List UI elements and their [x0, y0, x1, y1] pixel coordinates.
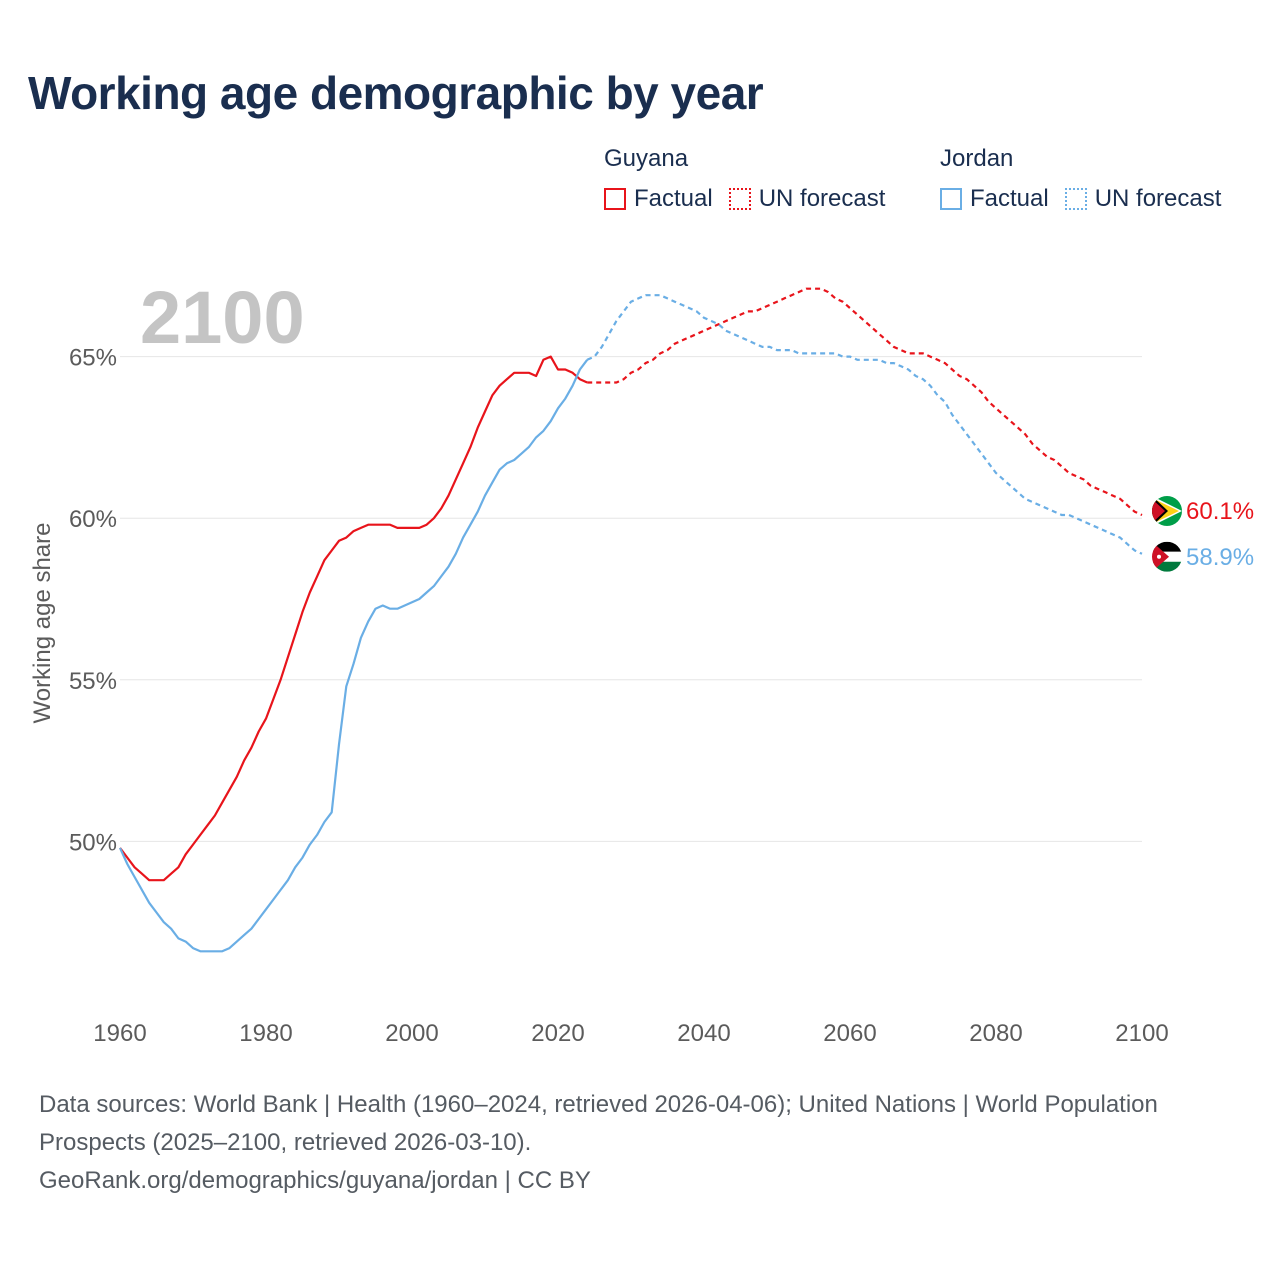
legend-country-guyana: Guyana [604, 145, 689, 172]
end-value-label-jordan: 58.9% [1186, 544, 1254, 571]
y-tick-label: 60% [69, 506, 117, 533]
legend-country-jordan: Jordan [940, 145, 1014, 172]
legend-group-guyana: Guyana Factual UN forecast [604, 145, 901, 213]
legend-item-guyana-factual[interactable]: Factual [604, 185, 713, 213]
y-tick-label: 65% [69, 345, 117, 372]
series-lines [118, 287, 1143, 953]
x-tick-label: 2000 [385, 1020, 438, 1047]
legend-item-jordan-factual[interactable]: Factual [940, 185, 1049, 213]
legend-label-guyana-factual: Factual [634, 185, 713, 212]
x-axis-ticks: 1960 1980 2000 2020 2040 2060 2080 2100 [93, 1020, 1168, 1047]
footer-link[interactable]: GeoRank.org/demographics/guyana/jordan |… [39, 1167, 591, 1194]
legend-item-guyana-forecast[interactable]: UN forecast [728, 185, 886, 213]
legend-label-jordan-forecast: UN forecast [1094, 185, 1222, 212]
x-tick-label: 2040 [677, 1020, 730, 1047]
y-axis-ticks: 50% 55% 60% 65% [69, 345, 117, 857]
series-jordan-forecast[interactable] [586, 294, 1143, 555]
guyana-flag-icon [1152, 495, 1182, 526]
x-tick-label: 2080 [969, 1020, 1022, 1047]
y-axis-label: Working age share [29, 523, 56, 724]
legend-swatch-guyana-factual [604, 188, 626, 210]
y-tick-label: 55% [69, 668, 117, 695]
series-guyana-forecast[interactable] [587, 287, 1143, 517]
x-tick-label: 2020 [531, 1020, 584, 1047]
legend-swatch-jordan-forecast [1064, 188, 1087, 210]
legend-item-jordan-forecast[interactable]: UN forecast [1064, 185, 1222, 213]
series-jordan-factual[interactable] [118, 359, 589, 953]
x-tick-label: 1960 [93, 1020, 146, 1047]
legend-swatch-guyana-forecast [728, 188, 751, 210]
footer-sources: Data sources: World Bank | Health (1960–… [39, 1091, 1158, 1156]
y-tick-label: 50% [69, 829, 117, 856]
legend-group-jordan: Jordan Factual UN forecast [940, 145, 1221, 213]
legend-label-jordan-factual: Factual [970, 185, 1049, 212]
legend-swatch-jordan-factual [940, 188, 962, 210]
grid-lines [120, 356, 1142, 842]
legend-label-guyana-forecast: UN forecast [758, 185, 886, 212]
x-tick-label: 2060 [823, 1020, 876, 1047]
year-watermark: 2100 [140, 276, 305, 359]
line-chart: 2100 50% 55% 60% 65% 1960 1980 2000 2020 2040 20… [29, 276, 1254, 1047]
x-tick-label: 2100 [1115, 1020, 1168, 1047]
jordan-flag-icon [1152, 541, 1182, 572]
chart-title: Working age demographic by year [28, 67, 764, 119]
series-guyana-factual[interactable] [119, 355, 588, 882]
series-end-markers: 60.1% 58.9% [1152, 495, 1254, 572]
footer: Data sources: World Bank | Health (1960–… [39, 1086, 1239, 1200]
x-tick-label: 1980 [239, 1020, 292, 1047]
end-value-label-guyana: 60.1% [1186, 498, 1254, 525]
